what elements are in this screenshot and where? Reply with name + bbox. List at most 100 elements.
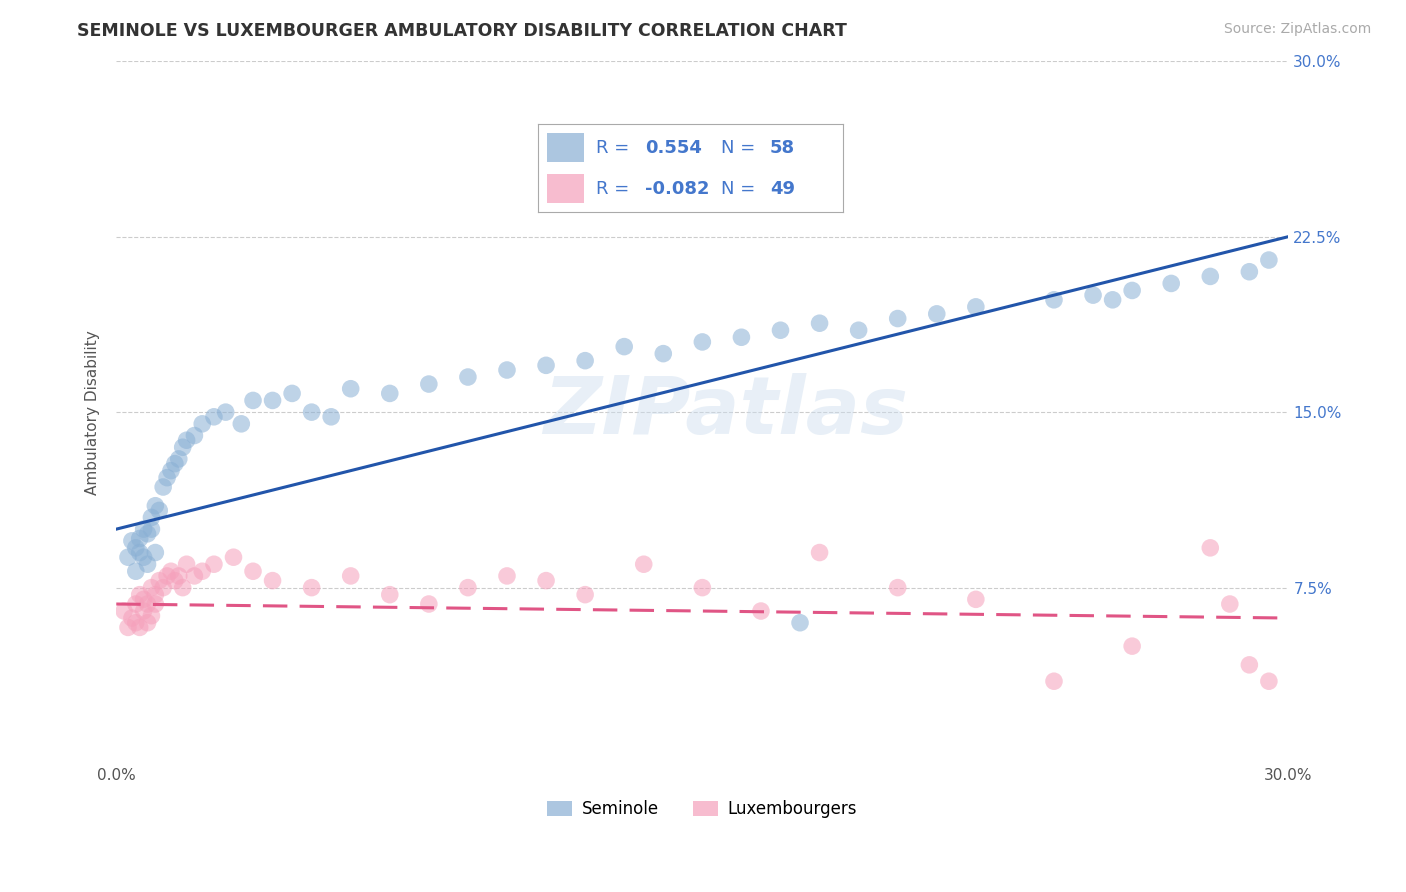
Point [339, 569, 361, 583]
Point [136, 597, 159, 611]
Point [418, 377, 440, 392]
Point [215, 405, 238, 419]
Point [652, 346, 675, 360]
Point [148, 503, 170, 517]
Point [808, 316, 831, 330]
Point [117, 550, 139, 565]
Point [125, 564, 148, 578]
Point [121, 611, 143, 625]
Point [378, 386, 401, 401]
Point [163, 574, 186, 588]
Point [222, 550, 245, 565]
Point [176, 558, 198, 572]
Point [141, 522, 163, 536]
Point [321, 409, 343, 424]
Text: SEMINOLE VS LUXEMBOURGER AMBULATORY DISABILITY CORRELATION CHART: SEMINOLE VS LUXEMBOURGER AMBULATORY DISA… [77, 22, 848, 40]
Point [281, 386, 304, 401]
Point [769, 323, 792, 337]
Point [156, 470, 179, 484]
Point [117, 620, 139, 634]
Point [152, 581, 174, 595]
Point [965, 592, 987, 607]
Point [574, 588, 596, 602]
Point [167, 569, 190, 583]
Point [128, 545, 150, 559]
Point [262, 574, 284, 588]
Point [136, 558, 159, 572]
Point [172, 440, 194, 454]
Point [167, 451, 190, 466]
Point [886, 311, 908, 326]
Point [143, 499, 166, 513]
Point [496, 569, 519, 583]
Point [808, 545, 831, 559]
Point [125, 541, 148, 555]
Point [1199, 541, 1222, 555]
Text: ZIPatlas: ZIPatlas [543, 373, 908, 451]
Point [132, 550, 155, 565]
Point [262, 393, 284, 408]
Point [128, 620, 150, 634]
Point [1199, 269, 1222, 284]
Point [183, 569, 205, 583]
Point [132, 592, 155, 607]
Point [160, 464, 183, 478]
Point [231, 417, 253, 431]
Point [143, 588, 166, 602]
Point [163, 457, 186, 471]
Point [1101, 293, 1123, 307]
Point [418, 597, 440, 611]
Point [202, 409, 225, 424]
Point [1043, 674, 1066, 689]
Point [339, 382, 361, 396]
Point [457, 370, 479, 384]
Point [1160, 277, 1182, 291]
Point [172, 581, 194, 595]
Point [534, 574, 557, 588]
Point [152, 480, 174, 494]
Point [1257, 253, 1279, 268]
Point [112, 604, 135, 618]
Point [191, 564, 214, 578]
Point [160, 564, 183, 578]
Point [1043, 293, 1066, 307]
Point [496, 363, 519, 377]
Point [692, 581, 714, 595]
Point [301, 581, 323, 595]
Point [965, 300, 987, 314]
Text: Source: ZipAtlas.com: Source: ZipAtlas.com [1223, 22, 1371, 37]
Point [128, 532, 150, 546]
Point [125, 615, 148, 630]
Point [534, 359, 557, 373]
Point [925, 307, 948, 321]
Point [613, 340, 636, 354]
Point [136, 526, 159, 541]
Point [301, 405, 323, 419]
Point [141, 581, 163, 595]
Point [848, 323, 870, 337]
Point [132, 522, 155, 536]
Point [125, 597, 148, 611]
Point [176, 434, 198, 448]
Point [242, 564, 264, 578]
Point [143, 597, 166, 611]
Point [128, 588, 150, 602]
Point [202, 558, 225, 572]
Point [121, 533, 143, 548]
Point [143, 545, 166, 559]
Point [1081, 288, 1104, 302]
Point [1121, 639, 1143, 653]
Point [378, 588, 401, 602]
Point [692, 334, 714, 349]
Point [132, 604, 155, 618]
Point [242, 393, 264, 408]
Point [633, 558, 655, 572]
Point [141, 510, 163, 524]
Point [886, 581, 908, 595]
Point [1121, 284, 1143, 298]
Point [156, 569, 179, 583]
Point [141, 608, 163, 623]
Point [183, 428, 205, 442]
Point [730, 330, 752, 344]
Point [574, 353, 596, 368]
